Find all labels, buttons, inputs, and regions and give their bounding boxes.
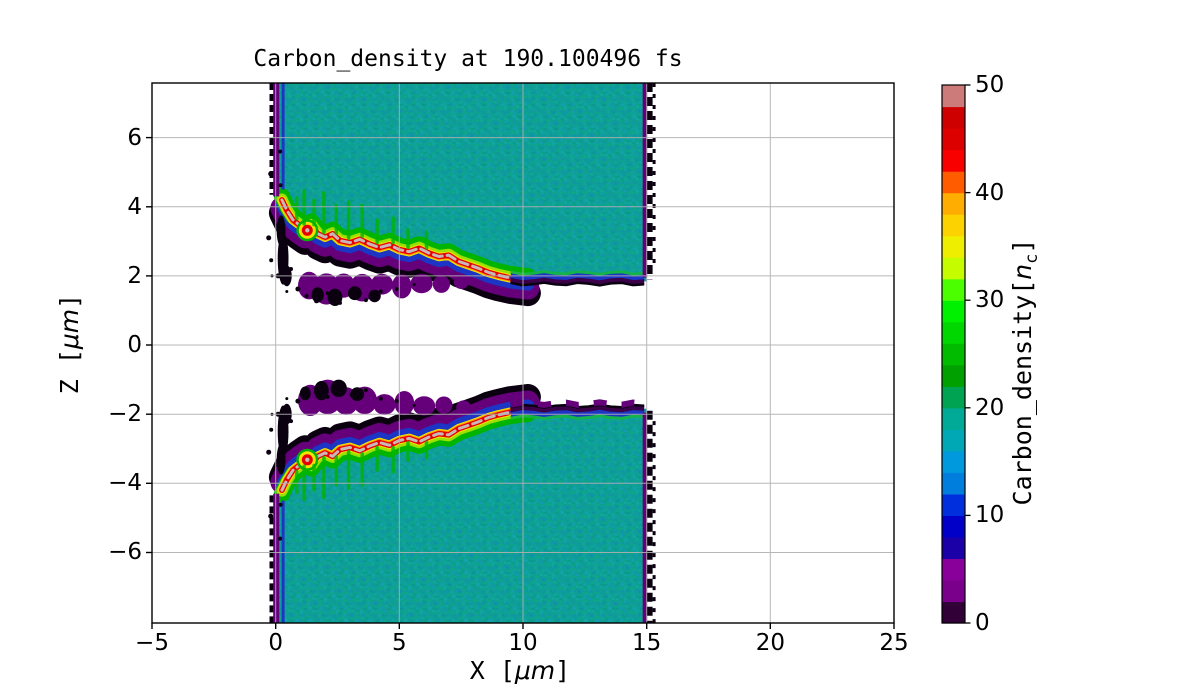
plasma-jets-top — [294, 189, 429, 250]
x-tick-label: 25 — [879, 630, 909, 656]
colorbar-tick-label: 0 — [975, 610, 990, 636]
x-tick-label: 15 — [632, 630, 662, 656]
plot-title: Carbon_density at 190.100496 fs — [253, 46, 683, 72]
x-axis-label-text: X [ — [469, 656, 515, 685]
x-tick-label: 0 — [268, 630, 283, 656]
edge-debris-column-bottom — [276, 403, 292, 475]
debris-bottom — [266, 385, 416, 541]
colorbar-tick-label: 40 — [975, 179, 1005, 206]
y-tick-label: −6 — [108, 539, 142, 566]
x-tick-label: 20 — [755, 630, 785, 656]
density-field — [266, 83, 656, 623]
colorbar-label-symbol: n — [1008, 263, 1037, 280]
y-axis-label-bracket: ] — [55, 293, 84, 309]
x-tick-label: 10 — [508, 630, 538, 656]
y-tick-label: −4 — [108, 470, 142, 497]
plasma-jets-bottom — [294, 440, 429, 501]
colorbar — [941, 84, 971, 624]
y-tick-label: 0 — [127, 332, 142, 359]
x-axis-ticks — [151, 623, 895, 629]
y-tick-label: 2 — [127, 262, 142, 289]
y-tick-label: −2 — [108, 401, 142, 428]
y-tick-label: 6 — [127, 124, 142, 151]
colorbar-label-subscript: c — [1022, 253, 1042, 264]
gridlines — [152, 83, 895, 623]
debris-top — [266, 149, 416, 305]
inner-edge-bottom — [509, 399, 645, 421]
colorbar-frame — [941, 84, 966, 624]
plumes-top — [298, 271, 469, 305]
x-tick-label: −5 — [135, 630, 169, 656]
x-axis-label-unit: μm — [514, 656, 556, 685]
colorbar-label-bracket: ] — [1008, 238, 1037, 254]
x-axis-label-bracket: ] — [555, 656, 571, 685]
colorbar-tick-label: 10 — [975, 502, 1005, 529]
plasma-slab-bottom-noise — [275, 408, 647, 623]
colorbar-tick-label: 50 — [975, 72, 1005, 98]
colorbar-tick-label: 20 — [975, 394, 1005, 421]
x-axis-label: X [μm] — [370, 656, 670, 685]
inner-edge-top — [509, 270, 645, 287]
x-tick-label: 5 — [392, 630, 407, 656]
y-tick-label: 4 — [127, 193, 142, 220]
colorbar-tick-label: 30 — [975, 287, 1005, 314]
y-axis-ticks — [146, 136, 152, 554]
edge-debris-column-top — [276, 215, 292, 287]
